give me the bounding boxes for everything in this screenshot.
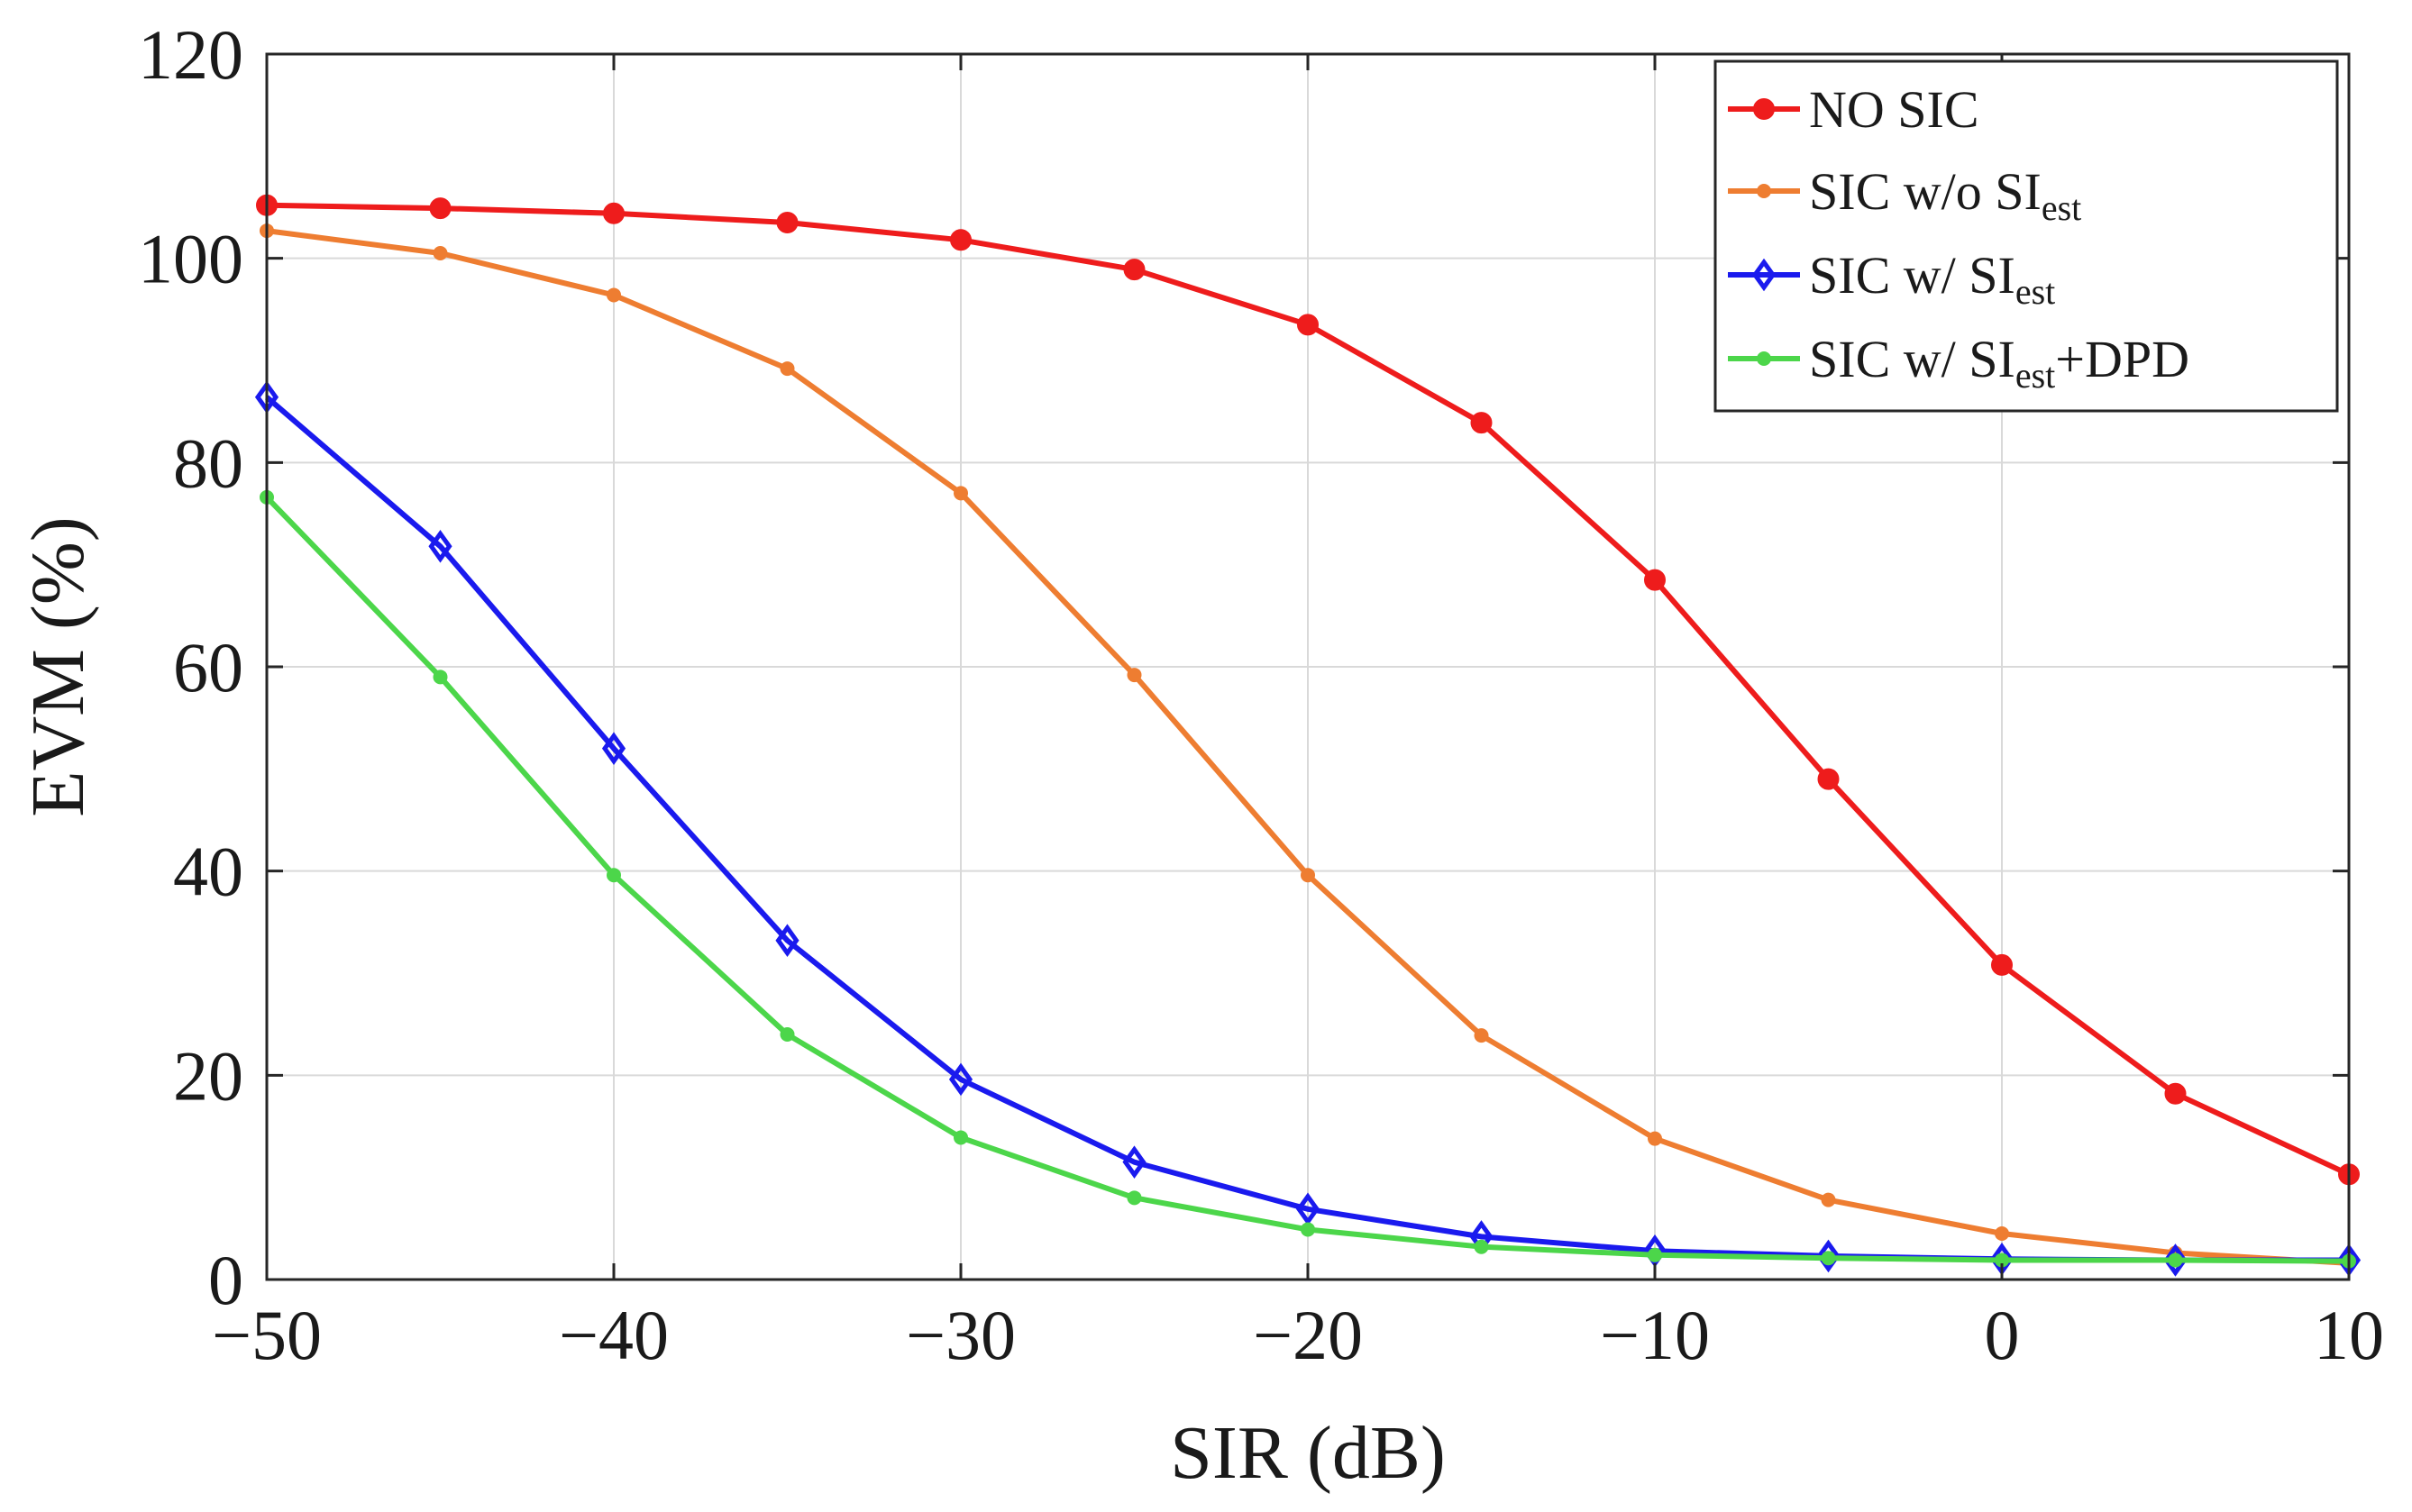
series-3-point-11 bbox=[2168, 1252, 2183, 1268]
legend-marker-1 bbox=[1757, 184, 1771, 198]
x-tick-label-6: 10 bbox=[2314, 1296, 2384, 1374]
y-tick-label-6: 120 bbox=[138, 15, 243, 94]
series-3-point-10 bbox=[1995, 1252, 2009, 1268]
legend-label-subscript-3: est bbox=[2015, 355, 2055, 396]
legend-label-main-1: SIC w/o SI bbox=[1809, 162, 2042, 221]
legend-label-suffix-3: +DPD bbox=[2055, 330, 2189, 388]
legend-entry-0: NO SIC bbox=[1728, 80, 1979, 139]
x-tick-label-4: −10 bbox=[1600, 1296, 1710, 1374]
series-3-point-4 bbox=[954, 1130, 968, 1145]
x-tick-label-3: −20 bbox=[1253, 1296, 1363, 1374]
series-3-point-9 bbox=[1821, 1251, 1836, 1266]
legend-entry-3: SIC w/ SIest+DPD bbox=[1728, 330, 2189, 396]
legend-label-subscript-2: est bbox=[2015, 271, 2055, 312]
series-1-point-1 bbox=[433, 246, 448, 260]
x-axis-title: SIR (dB) bbox=[1170, 1411, 1446, 1495]
series-0-point-7 bbox=[1470, 412, 1493, 434]
series-0-point-6 bbox=[1297, 314, 1319, 336]
series-3 bbox=[260, 489, 2356, 1269]
y-tick-label-5: 100 bbox=[138, 220, 243, 298]
series-2-point-2 bbox=[601, 732, 626, 765]
legend-label-subscript-1: est bbox=[2042, 187, 2081, 228]
legend-marker-2 bbox=[1751, 258, 1777, 292]
series-0-point-8 bbox=[1644, 569, 1666, 591]
x-tick-label-5: 0 bbox=[1985, 1296, 2020, 1374]
series-3-point-6 bbox=[1301, 1222, 1315, 1237]
x-tick-label-2: −30 bbox=[906, 1296, 1016, 1374]
legend-label-3: SIC w/ SIest+DPD bbox=[1809, 330, 2189, 396]
legend-entry-2: SIC w/ SIest bbox=[1728, 246, 2055, 312]
legend-marker-0 bbox=[1753, 98, 1775, 120]
series-3-point-2 bbox=[607, 868, 621, 883]
series-3-point-7 bbox=[1474, 1239, 1489, 1254]
tick-marks bbox=[265, 52, 2351, 1281]
legend-label-main-2: SIC w/ SI bbox=[1809, 246, 2015, 305]
series-3-point-5 bbox=[1127, 1190, 1142, 1206]
series-0-point-9 bbox=[1817, 768, 1840, 790]
y-tick-label-4: 80 bbox=[173, 424, 243, 502]
series-0-point-1 bbox=[429, 197, 452, 220]
series-1-point-7 bbox=[1474, 1028, 1489, 1043]
series-1-point-2 bbox=[607, 287, 621, 303]
legend-label-2: SIC w/ SIest bbox=[1809, 246, 2055, 312]
series-0-point-4 bbox=[950, 229, 972, 251]
series-1-point-8 bbox=[1648, 1131, 1662, 1146]
series-0-point-11 bbox=[2164, 1082, 2187, 1105]
series-2-point-6 bbox=[1295, 1192, 1320, 1226]
legend-entry-1: SIC w/o SIest bbox=[1728, 162, 2081, 228]
series-layer bbox=[254, 194, 2362, 1277]
series-2-point-9 bbox=[1816, 1239, 1841, 1273]
series-0-point-2 bbox=[603, 202, 625, 224]
series-2-point-3 bbox=[775, 924, 799, 958]
y-tick-label-2: 40 bbox=[173, 833, 243, 911]
legend-label-0: NO SIC bbox=[1809, 80, 1979, 139]
series-0-point-5 bbox=[1123, 259, 1146, 281]
y-tick-label-3: 60 bbox=[173, 628, 243, 706]
series-1-point-5 bbox=[1127, 668, 1142, 683]
x-tick-label-0: −50 bbox=[212, 1296, 322, 1374]
series-0-point-3 bbox=[776, 212, 799, 233]
series-1-point-4 bbox=[954, 486, 968, 501]
series-1-point-6 bbox=[1301, 868, 1315, 883]
legend-box bbox=[1713, 59, 2339, 413]
x-tick-label-1: −40 bbox=[559, 1296, 669, 1374]
y-tick-label-0: 0 bbox=[208, 1241, 243, 1319]
series-2-point-1 bbox=[428, 529, 452, 563]
series-2-point-11 bbox=[2163, 1243, 2188, 1277]
series-3-point-8 bbox=[1648, 1247, 1662, 1262]
y-tick-label-1: 20 bbox=[173, 1036, 243, 1115]
series-2-point-5 bbox=[1122, 1145, 1147, 1179]
series-1-point-3 bbox=[780, 361, 795, 377]
series-1-point-10 bbox=[1995, 1226, 2009, 1241]
legend-marker-3 bbox=[1757, 351, 1771, 366]
series-0-point-10 bbox=[1991, 953, 2013, 976]
legend-label-main-3: SIC w/ SI bbox=[1809, 330, 2015, 388]
legend-label-1: SIC w/o SIest bbox=[1809, 162, 2081, 228]
series-3-point-1 bbox=[433, 669, 448, 685]
series-3-point-3 bbox=[780, 1027, 795, 1042]
y-axis-title: EVM (%) bbox=[16, 516, 100, 817]
series-2-point-4 bbox=[948, 1062, 973, 1097]
legend-label-main-0: NO SIC bbox=[1809, 80, 1979, 139]
series-1-point-9 bbox=[1821, 1192, 1836, 1207]
